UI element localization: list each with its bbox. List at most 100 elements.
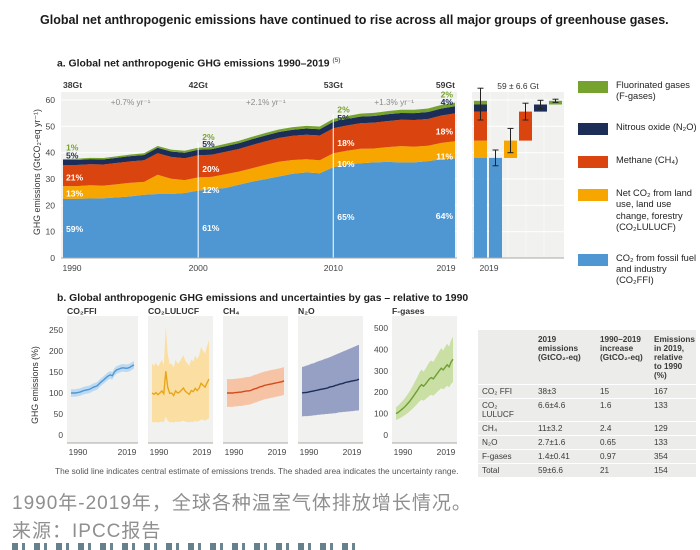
legend-label: Fluorinated gases (F-gases)	[616, 80, 690, 102]
svg-text:100: 100	[49, 388, 63, 398]
svg-text:200: 200	[374, 387, 388, 397]
table-row-label: Total	[478, 463, 534, 477]
svg-text:12%: 12%	[202, 185, 220, 195]
svg-text:2010: 2010	[324, 263, 343, 273]
svg-text:CH₄: CH₄	[223, 306, 240, 316]
table-row-label: CO₂ LULUCF	[478, 398, 534, 421]
table-row-label: CH₄	[478, 421, 534, 435]
panel-a-title: a. Global net anthropogenic GHG emission…	[57, 57, 340, 69]
legend-item: CO₂ from fossil fuel and industry (CO₂FF…	[578, 253, 698, 286]
svg-text:59Gt: 59Gt	[436, 80, 455, 90]
svg-text:2000: 2000	[189, 263, 208, 273]
svg-text:59%: 59%	[66, 224, 84, 234]
svg-text:2%: 2%	[202, 132, 215, 142]
svg-text:5%: 5%	[202, 139, 215, 149]
legend-label: Nitrous oxide (N₂O)	[616, 122, 697, 133]
svg-text:2019: 2019	[479, 263, 498, 273]
table-cell: 2.7±1.6	[534, 435, 596, 449]
cutoff-text-line	[12, 543, 360, 550]
legend-swatch	[578, 189, 608, 202]
svg-text:2019: 2019	[268, 447, 287, 457]
svg-text:1990: 1990	[300, 447, 319, 457]
table-header-cell: 1990–2019 increase (GtCO₂-eq)	[600, 335, 643, 362]
table-cell: 167	[650, 384, 696, 398]
table-cell: 133	[650, 398, 696, 421]
table-cell: 154	[650, 463, 696, 477]
svg-text:1%: 1%	[66, 142, 79, 152]
svg-text:10: 10	[45, 227, 55, 237]
svg-text:0: 0	[58, 430, 63, 440]
legend-swatch	[578, 156, 608, 169]
stacked-area-chart: 1%5%21%13%59%2%5%20%12%61%2%5%18%10%65%2…	[45, 80, 457, 273]
svg-text:N₂O: N₂O	[298, 306, 315, 316]
waterfall-bar-chart: 59 ± 6.6 Gt 2019	[472, 81, 564, 273]
svg-text:2019: 2019	[437, 447, 456, 457]
table-cell: 38±3	[534, 384, 596, 398]
svg-text:2019: 2019	[193, 447, 212, 457]
svg-text:50: 50	[45, 121, 55, 131]
svg-text:400: 400	[374, 344, 388, 354]
legend: Fluorinated gases (F-gases) Nitrous oxide…	[578, 80, 698, 286]
legend-item: Fluorinated gases (F-gases)	[578, 80, 698, 102]
svg-text:40: 40	[45, 148, 55, 158]
svg-text:60: 60	[45, 95, 55, 105]
table-cell: 21	[596, 463, 650, 477]
svg-text:1990: 1990	[69, 447, 88, 457]
svg-text:42Gt: 42Gt	[189, 80, 208, 90]
table-cell: 129	[650, 421, 696, 435]
panel-a-footnote-marker: (5)	[332, 57, 341, 64]
svg-text:+0.7% yr⁻¹: +0.7% yr⁻¹	[111, 98, 151, 107]
svg-text:11%: 11%	[436, 152, 453, 162]
legend-label: Net CO₂ from land use, land use change, …	[616, 188, 692, 232]
trend-footnote: The solid line indicates central estimat…	[55, 466, 459, 476]
svg-text:10%: 10%	[337, 159, 355, 169]
svg-text:+1.3% yr⁻¹: +1.3% yr⁻¹	[374, 98, 414, 107]
svg-text:CO₂LULUCF: CO₂LULUCF	[148, 306, 199, 316]
legend-label: CO₂ from fossil fuel and industry (CO₂FF…	[616, 252, 697, 286]
svg-text:50: 50	[54, 409, 64, 419]
small-multiples-chart: CO₂FFI 0 50 100 150 200 250 1990 2019 CO₂LULUCF 19…	[49, 306, 457, 457]
svg-text:64%: 64%	[436, 211, 454, 221]
svg-text:53Gt: 53Gt	[324, 80, 343, 90]
page-title: Global net anthropogenic emissions have …	[40, 13, 669, 27]
svg-text:2%: 2%	[337, 105, 350, 115]
svg-text:5%: 5%	[337, 113, 350, 123]
table-row-label: F-gases	[478, 449, 534, 463]
table-cell: 2.4	[596, 421, 650, 435]
table-cell: 59±6.6	[534, 463, 596, 477]
svg-text:2019: 2019	[343, 447, 362, 457]
svg-text:59 ± 6.6 Gt: 59 ± 6.6 Gt	[497, 81, 539, 91]
svg-text:20%: 20%	[202, 164, 220, 174]
legend-item: Methane (CH₄)	[578, 155, 698, 169]
table-cell: 11±3.2	[534, 421, 596, 435]
legend-swatch	[578, 81, 608, 93]
panel-a-title-text: a. Global net anthropogenic GHG emission…	[57, 58, 333, 70]
svg-text:150: 150	[49, 367, 63, 377]
source-cn: 来源：IPCC报告	[12, 521, 162, 542]
table-row-label: N₂O	[478, 435, 534, 449]
svg-text:0: 0	[50, 253, 55, 263]
svg-text:18%: 18%	[337, 138, 355, 148]
svg-text:2%: 2%	[441, 90, 454, 100]
svg-text:1990: 1990	[394, 447, 413, 457]
table-cell: 6.6±4.6	[534, 398, 596, 421]
legend-label: Methane (CH₄)	[616, 155, 679, 166]
svg-text:20: 20	[45, 200, 55, 210]
svg-text:65%: 65%	[337, 212, 355, 222]
table-cell: 1.6	[596, 398, 650, 421]
table-cell: 1.4±0.41	[534, 449, 596, 463]
svg-text:1990: 1990	[225, 447, 244, 457]
svg-text:500: 500	[374, 323, 388, 333]
svg-text:38Gt: 38Gt	[63, 80, 82, 90]
caption-cn: 1990年-2019年，全球各种温室气体排放增长情况。	[12, 493, 472, 514]
table-header-cell: 2019 emissions (GtCO₂-eq)	[538, 335, 581, 362]
svg-text:300: 300	[374, 366, 388, 376]
legend-item: Net CO₂ from land use, land use change, …	[578, 188, 698, 233]
svg-text:200: 200	[49, 346, 63, 356]
svg-text:1990: 1990	[62, 263, 81, 273]
legend-swatch	[578, 253, 608, 266]
legend-item: Nitrous oxide (N₂O)	[578, 122, 698, 136]
svg-text:250: 250	[49, 325, 63, 335]
svg-text:30: 30	[45, 174, 55, 184]
